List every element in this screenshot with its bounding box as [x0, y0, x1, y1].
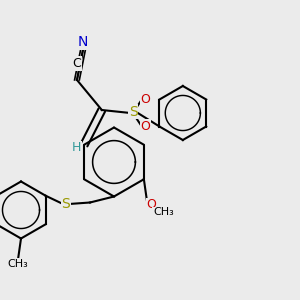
- Text: H: H: [72, 141, 81, 154]
- Text: S: S: [61, 197, 70, 211]
- Text: O: O: [146, 198, 156, 211]
- Text: N: N: [78, 35, 88, 50]
- Text: CH₃: CH₃: [153, 207, 174, 217]
- Text: O: O: [140, 93, 150, 106]
- Text: S: S: [129, 104, 138, 118]
- Text: O: O: [140, 120, 150, 133]
- Text: CH₃: CH₃: [8, 259, 29, 269]
- Text: C: C: [73, 57, 81, 70]
